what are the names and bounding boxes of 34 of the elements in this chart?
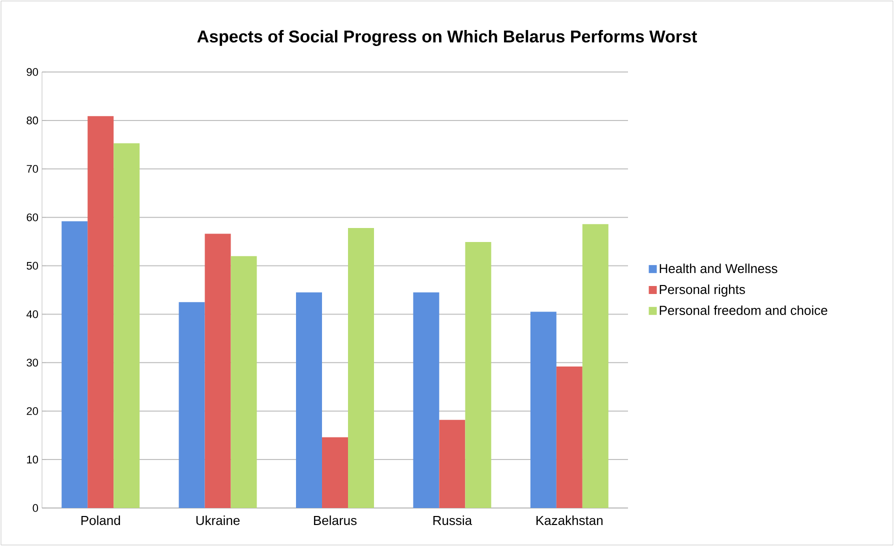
x-tick-label: Belarus	[314, 516, 357, 526]
bar	[439, 420, 466, 508]
y-tick-label: 0	[32, 504, 38, 512]
bar	[530, 312, 556, 508]
bar	[230, 256, 257, 508]
bar	[348, 228, 374, 508]
bar	[204, 234, 231, 508]
x-tick-label: Ukraine	[196, 516, 240, 526]
legend-label: Personal freedom and choice	[660, 305, 828, 315]
y-tick-label: 30	[26, 358, 38, 367]
y-tick-label: 80	[26, 116, 38, 124]
bar	[413, 292, 440, 508]
bar	[178, 302, 205, 508]
y-tick-label: 20	[26, 407, 38, 415]
y-tick-label: 40	[26, 310, 38, 318]
x-tick-label: Poland	[81, 516, 120, 526]
bar	[62, 221, 88, 508]
y-tick-label: 70	[26, 165, 38, 173]
bar	[114, 143, 140, 508]
y-tick-label: 10	[27, 456, 38, 464]
x-tick-label: Russia	[433, 516, 472, 526]
legend-label: Personal rights	[660, 284, 745, 297]
bar	[582, 224, 608, 508]
y-tick-label: 50	[26, 262, 38, 270]
bar	[465, 242, 492, 508]
bar	[322, 437, 348, 508]
bar	[88, 116, 114, 508]
y-tick-label: 60	[26, 213, 38, 222]
bar	[296, 292, 322, 508]
legend-label: Health and Wellness	[660, 264, 778, 274]
chart-title: Aspects of Social Progress on Which Belarus Performs Worst	[197, 30, 697, 46]
x-tick-label: Kazakhstan	[536, 516, 603, 526]
y-tick-label: 90	[26, 68, 38, 76]
bar	[556, 366, 582, 508]
